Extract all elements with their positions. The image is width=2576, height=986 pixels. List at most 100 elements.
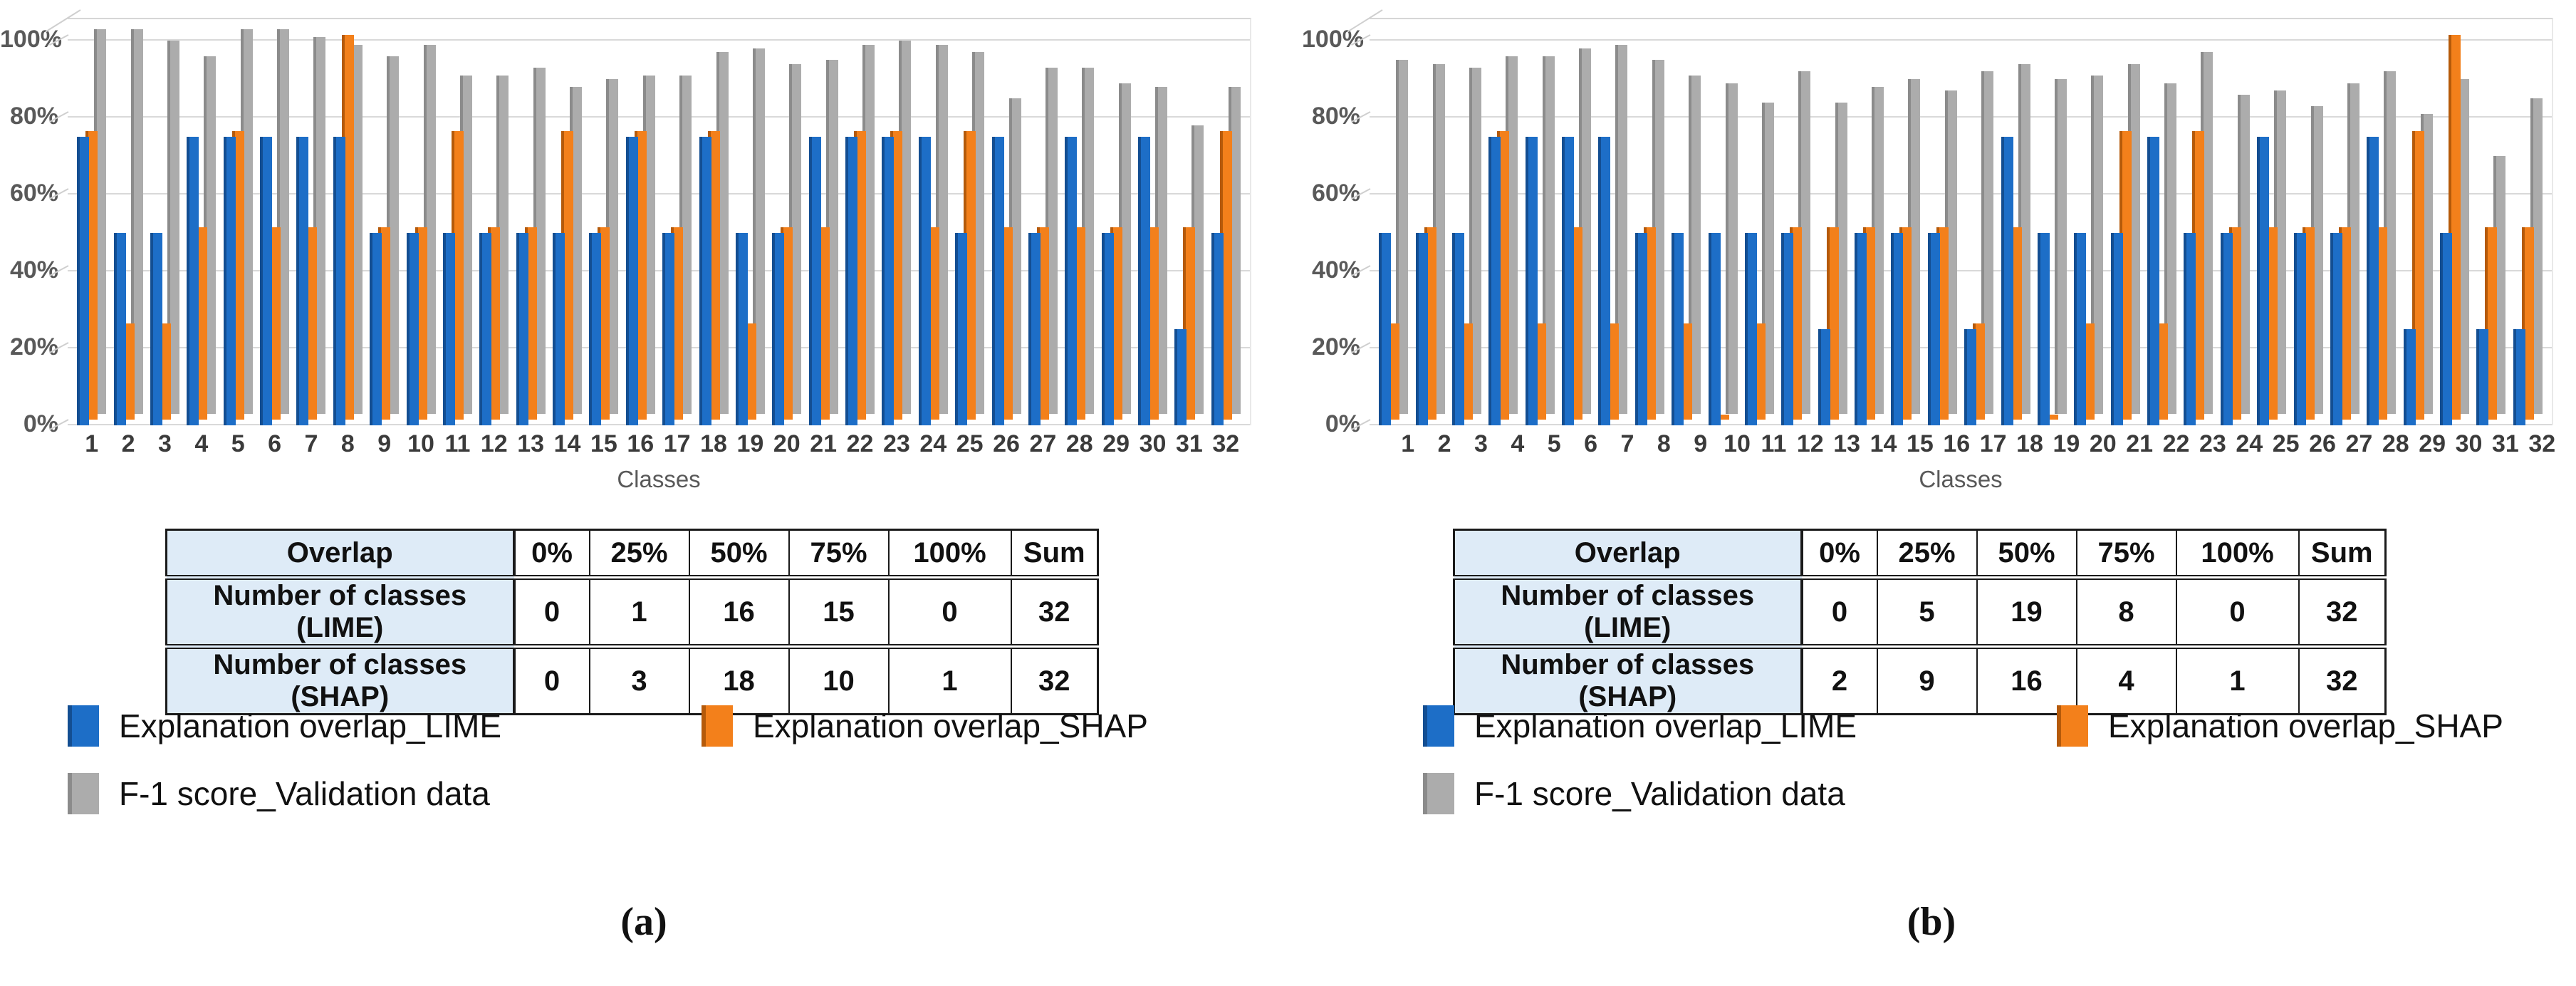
x-tick-label: 5: [1547, 430, 1561, 457]
bar-lime-30: [1138, 137, 1151, 425]
overlap-table-body: Number of classes (LIME) 0 5 19 8 0 32 Number o…: [1453, 575, 2387, 715]
bar-f1-7: [1615, 44, 1628, 414]
value-cell: 1: [2175, 644, 2300, 715]
bar-group-18: [1997, 19, 2033, 425]
bar-group-27: [1025, 19, 1061, 425]
table-header-row: Overlap 0% 25% 50% 75% 100% Sum: [1453, 529, 2387, 578]
bar-lime-11: [442, 233, 455, 425]
header-cell: 25%: [588, 529, 690, 578]
x-tick-label: 17: [663, 430, 691, 457]
bar-lime-22: [845, 137, 858, 425]
x-axis: 1 2 3 4 5 6 7 8 9 10 11 12 13 14 15 16 17 18 19 20 21 22 23 24 2…: [68, 430, 1250, 458]
bar-group-12: [1778, 19, 1814, 425]
x-tick-label: 17: [1979, 430, 2007, 457]
value-cell: 5: [1876, 575, 1978, 647]
x-tick-label: 3: [157, 430, 172, 457]
bar-lime-31: [2476, 329, 2489, 425]
bar-f1-19: [752, 48, 765, 414]
value-cell: 32: [1010, 644, 1099, 715]
bar-group-6: [256, 19, 293, 425]
bar-group-9: [1668, 19, 1704, 425]
value-cell: 9: [1876, 644, 1978, 715]
x-tick-label: 23: [2199, 430, 2226, 457]
bar-group-10: [1704, 19, 1741, 425]
bar-group-29: [2400, 19, 2436, 425]
bar-lime-12: [479, 233, 492, 425]
bar-group-30: [1135, 19, 1171, 425]
bar-group-4: [1485, 19, 1521, 425]
gridline: [68, 39, 1250, 41]
bar-lime-31: [1174, 329, 1187, 425]
y-tick-label: 40%: [9, 256, 58, 284]
legend-label-lime: Explanation overlap_LIME: [119, 707, 501, 744]
x-tick-label: 7: [304, 430, 318, 457]
panel-a: 100% 80% 60% 40% 20% 0% 1 2 3 4 5 6 7 8 9 10 11 12 13 14 15…: [0, 0, 1288, 944]
chart-a: 100% 80% 60% 40% 20% 0% 1 2 3 4 5 6 7 8 9 10 11 12 13 14 15…: [0, 0, 1288, 499]
x-tick-label: 12: [480, 430, 508, 457]
x-tick-label: 8: [1657, 430, 1671, 457]
bar-lime-19: [735, 233, 748, 425]
bar-group-25: [2253, 19, 2290, 425]
bar-lime-18: [2001, 137, 2013, 425]
x-tick-label: 13: [517, 430, 545, 457]
bar-lime-21: [2110, 233, 2123, 425]
legend-row-2: F-1 score_Validation data: [1288, 773, 2575, 817]
bar-lime-5: [223, 137, 236, 425]
chart-b: 100% 80% 60% 40% 20% 0% 1 2 3 4 5 6 7 8 9 10 11 12 13 14 15…: [1302, 0, 2576, 499]
bar-group-13: [1815, 19, 1851, 425]
y-tick-label: 60%: [1311, 180, 1360, 207]
x-axis: 1 2 3 4 5 6 7 8 9 10 11 12 13 14 15 16 17 18 19 20 21 22 23 24 2…: [1384, 430, 2566, 458]
x-axis-title: Classes: [617, 466, 701, 492]
x-tick-label: 22: [2162, 430, 2190, 457]
bar-group-5: [1522, 19, 1558, 425]
bar-lime-9: [370, 233, 382, 425]
overlap-table-head: Overlap 0% 25% 50% 75% 100% Sum: [1453, 529, 2387, 578]
y-tick-label: 20%: [1311, 333, 1360, 360]
bar-group-28: [2363, 19, 2399, 425]
f1-swatch-icon: [1423, 773, 1454, 814]
x-tick-label: 9: [377, 430, 392, 457]
y-tick-label: 80%: [9, 103, 58, 130]
bar-group-18: [695, 19, 731, 425]
bar-lime-26: [2293, 233, 2306, 425]
bar-group-14: [549, 19, 585, 425]
x-tick-label: 16: [1943, 430, 1971, 457]
bar-lime-24: [2220, 233, 2233, 425]
bar-lime-12: [1781, 233, 1794, 425]
bar-lime-13: [516, 233, 528, 425]
bar-lime-15: [1891, 233, 1904, 425]
gridlines: [49, 19, 1250, 430]
bar-lime-11: [1744, 233, 1757, 425]
x-tick-label: 6: [1584, 430, 1598, 457]
plot-area: [45, 9, 1251, 430]
bar-group-23: [2180, 19, 2216, 425]
x-tick-label: 21: [2126, 430, 2154, 457]
y-tick-label: 100%: [0, 26, 62, 53]
bar-group-14: [1851, 19, 1887, 425]
legend-item-shap: Explanation overlap_SHAP: [702, 705, 1148, 747]
bar-group-3: [1449, 19, 1485, 425]
bars-row: [68, 19, 1250, 425]
bar-lime-21: [808, 137, 821, 425]
header-cell: Sum: [2298, 529, 2387, 578]
value-cell: 19: [1976, 575, 2077, 647]
bar-group-4: [183, 19, 219, 425]
x-tick-label: 18: [2016, 430, 2043, 457]
x-tick-label: 32: [2528, 430, 2556, 457]
x-tick-label: 31: [1176, 430, 1203, 457]
bar-group-8: [1632, 19, 1668, 425]
bar-lime-25: [2257, 137, 2270, 425]
legend-item-f1: F-1 score_Validation data: [68, 773, 490, 814]
x-tick-label: 8: [340, 430, 355, 457]
bar-group-25: [951, 19, 988, 425]
bar-lime-8: [333, 137, 345, 425]
value-cell: 1: [588, 575, 690, 647]
legend-item-f1: F-1 score_Validation data: [1423, 773, 1845, 814]
y-tick-label: 0%: [1325, 410, 1360, 437]
x-tick-label: 30: [2455, 430, 2483, 457]
row-label-cell: Number of classes (SHAP): [1453, 644, 1803, 715]
legend-row-1: Explanation overlap_LIME Explanation ove…: [1288, 705, 2575, 749]
overlap-table: Overlap 0% 25% 50% 75% 100% Sum Number of clas…: [165, 529, 1099, 715]
bar-group-22: [842, 19, 878, 425]
bar-lime-14: [1855, 233, 1867, 425]
